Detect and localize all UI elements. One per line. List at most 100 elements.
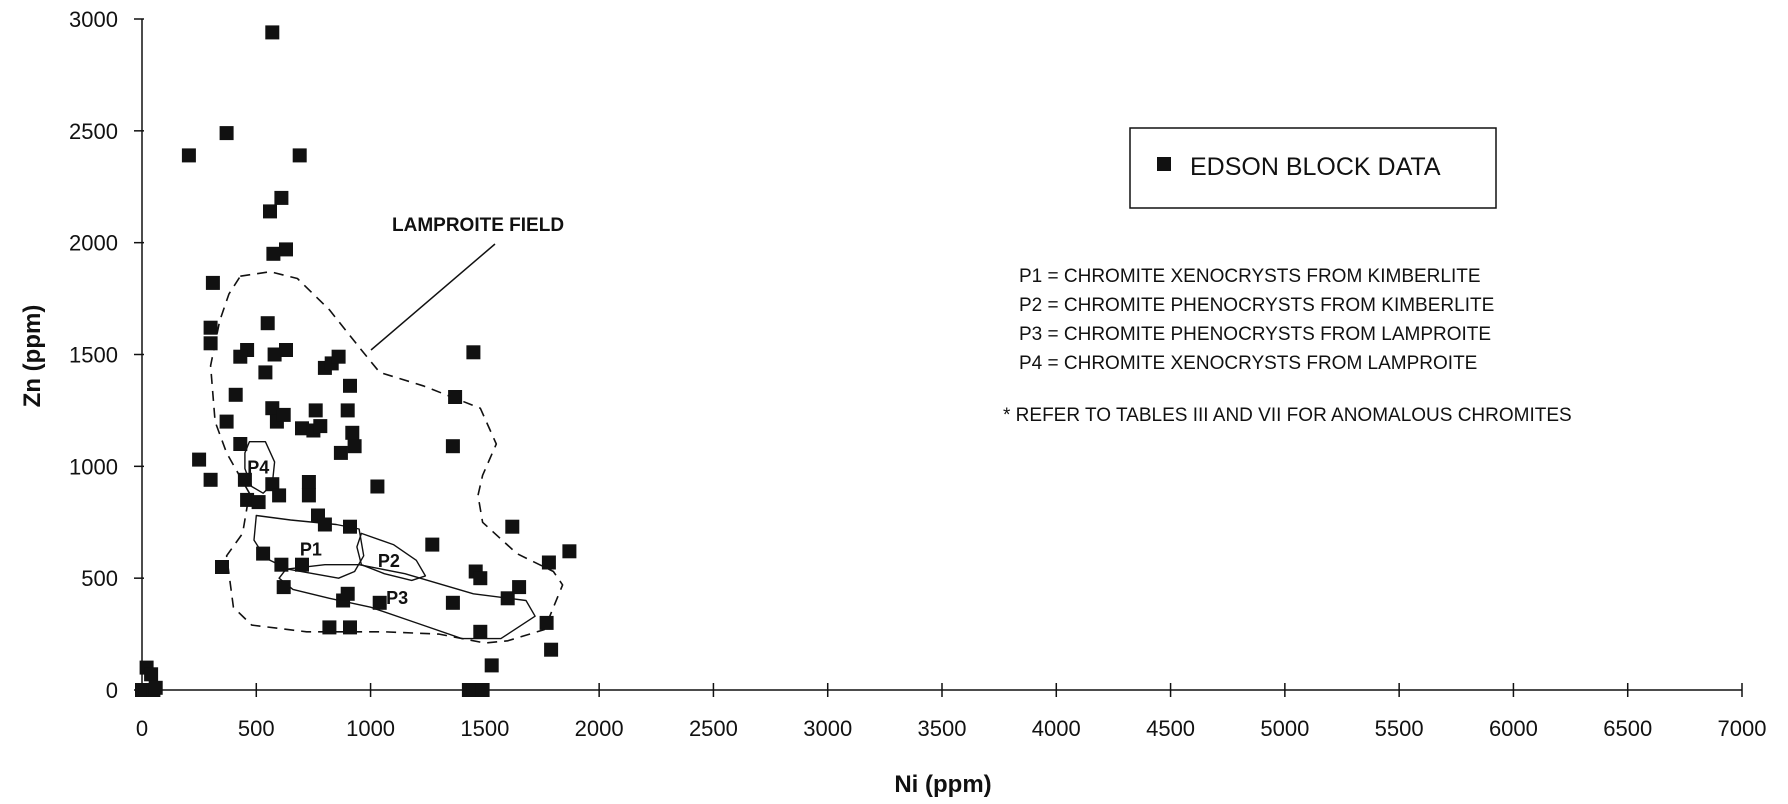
data-point [203,320,218,335]
data-point [265,401,280,416]
y-tick-label: 2500 [69,119,118,144]
lamproite-field-leader-line [370,243,496,351]
data-point [251,495,266,510]
region-p2 [356,532,427,582]
data-point [219,414,234,429]
note-p2: P2 = CHROMITE PHENOCRYSTS FROM KIMBERLIT… [1019,295,1494,316]
x-tick-label: 5000 [1260,716,1309,741]
data-point [205,275,220,290]
x-tick-label: 2500 [689,716,738,741]
data-point [539,615,554,630]
x-tick-label: 4500 [1146,716,1195,741]
data-point [562,544,577,559]
y-tick-label: 0 [106,678,118,703]
data-point [272,488,287,503]
data-point [148,680,163,695]
y-tick-label: 1500 [69,343,118,368]
data-point [274,557,289,572]
axes: 0 500 1000 1500 2000 2500 3000 3500 4000 4500 5000… [69,7,1766,741]
x-tick-label: 1000 [346,716,395,741]
legend-label: EDSON BLOCK DATA [1190,153,1441,181]
data-point [203,472,218,487]
data-point [448,390,463,404]
data-point [473,624,488,639]
data-point [313,419,328,434]
data-point [340,586,355,601]
data-point [466,345,481,360]
x-tick-label: 1500 [460,716,509,741]
data-point [265,25,280,40]
data-point [258,365,273,380]
data-point [295,421,309,436]
region-label-p4: P4 [247,457,269,477]
region-p4 [244,441,276,494]
x-tick-label: 5500 [1375,716,1424,741]
region-label-p3: P3 [386,588,408,608]
data-point [505,519,520,534]
x-tick-label: 500 [238,716,275,741]
regions: P1 P2 P3 P4 [209,270,564,644]
data-point [181,148,196,163]
data-point [544,642,559,657]
data-point [343,519,357,534]
data-point [260,316,275,331]
data-point [203,336,218,351]
data-point [372,595,387,610]
data-point [345,425,360,440]
data-point [144,667,159,682]
y-tick-label: 2000 [69,231,118,256]
data-point [233,437,248,451]
data-points [135,25,577,697]
data-point [228,387,243,402]
data-point [541,555,556,570]
data-point [266,246,281,261]
data-point [370,479,385,494]
data-point [484,658,499,673]
data-point [263,204,277,219]
data-point [219,126,234,141]
x-tick-label: 4000 [1032,716,1081,741]
note-p4: P4 = CHROMITE XENOCRYSTS FROM LAMPROITE [1019,353,1477,374]
y-tick-label: 500 [81,566,118,591]
x-tick-label: 6500 [1603,716,1652,741]
data-point [240,492,255,507]
x-tick-label: 2000 [575,716,624,741]
legend: EDSON BLOCK DATA [1129,127,1497,209]
lamproite-field-label: LAMPROITE FIELD [392,215,564,236]
data-point [317,517,332,532]
region-label-p1: P1 [300,540,322,560]
note-p1: P1 = CHROMITE XENOCRYSTS FROM KIMBERLITE [1019,266,1481,287]
data-point [256,546,271,561]
legend-marker-square [1157,157,1171,171]
data-point [301,475,316,489]
x-axis-title: Ni (ppm) [894,771,991,798]
x-tick-label: 3500 [918,716,967,741]
data-point [301,488,316,503]
data-point [295,557,309,572]
data-point [475,683,490,697]
data-point [343,620,357,635]
y-axis-title: Zn (ppm) [19,305,46,408]
data-point [308,403,323,418]
y-tick-label: 3000 [69,7,118,32]
data-point [279,242,293,257]
data-point [343,378,357,393]
data-point [274,190,289,205]
data-point [473,571,488,586]
x-tick-label: 7000 [1718,716,1767,741]
data-point [340,403,355,418]
data-point [237,472,252,487]
data-point [322,620,337,635]
data-point [445,595,460,610]
x-tick-label: 0 [136,716,148,741]
x-tick-label: 3000 [803,716,852,741]
data-point [445,439,460,454]
x-tick-label: 6000 [1489,716,1538,741]
data-point [512,580,527,595]
y-tick-label: 1000 [69,454,118,479]
region-lamproite-field [209,270,564,644]
data-point [279,343,293,357]
region-p3 [278,564,536,640]
data-point [215,560,229,574]
